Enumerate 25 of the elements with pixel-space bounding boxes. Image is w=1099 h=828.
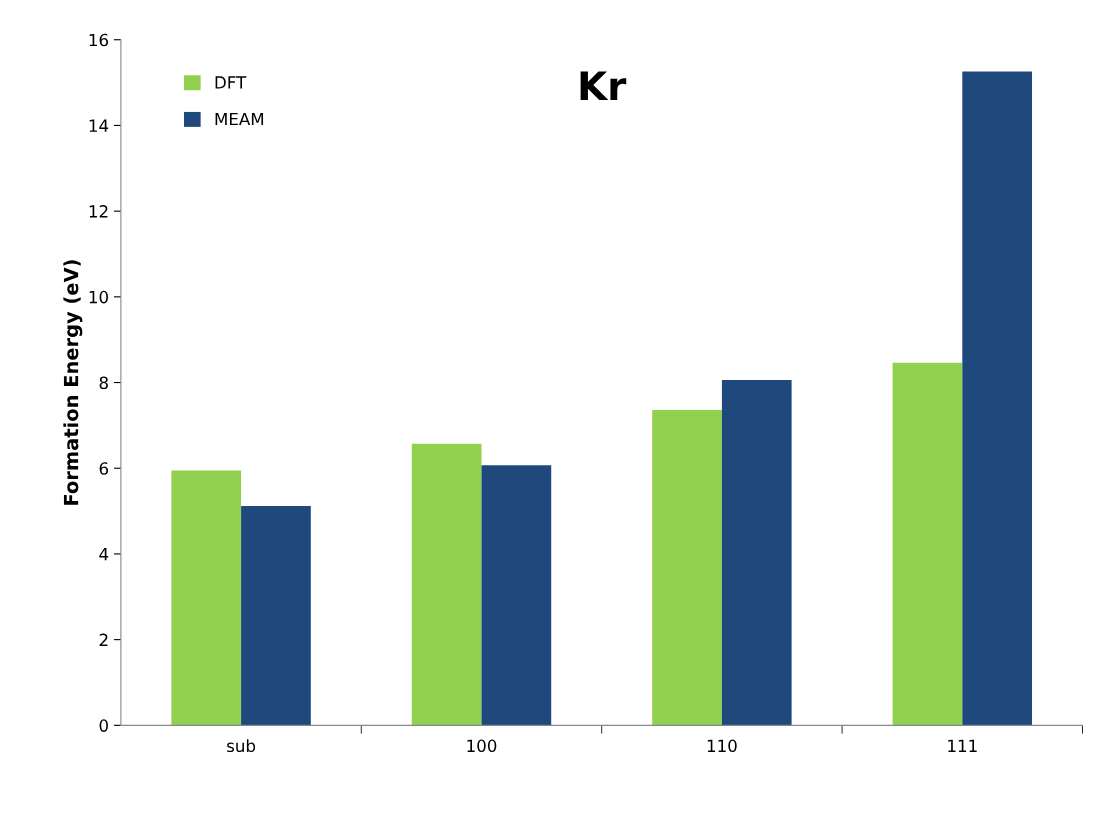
x-tick-label: 110 (707, 739, 737, 753)
y-tick-label: 2 (99, 633, 108, 646)
y-tick-label: 14 (89, 119, 109, 132)
text: Kr (580, 71, 627, 100)
x-tick-label: 111 (948, 739, 977, 752)
bar (481, 465, 552, 726)
y-axis-title: Formation Energy (eV) (63, 260, 83, 505)
y-tick-label: 16 (89, 33, 109, 47)
y-tick-label: 6 (99, 462, 109, 475)
legend-label: DFT (215, 76, 247, 89)
y-tick-label: 4 (99, 548, 109, 561)
bar (652, 409, 722, 726)
y-tick-label: 8 (99, 376, 108, 390)
bar (171, 470, 242, 726)
bar (411, 443, 482, 726)
bar (721, 379, 792, 726)
bar (962, 71, 1033, 726)
x-tick-label: sub (227, 739, 256, 753)
y-tick-label: 12 (89, 205, 108, 218)
bar (892, 362, 963, 726)
legend-label: MEAM (215, 112, 264, 126)
y-tick-label: 10 (89, 290, 108, 304)
x-tick-label: 100 (467, 739, 497, 753)
y-tick-label: 0 (99, 719, 108, 732)
bar (241, 505, 311, 726)
